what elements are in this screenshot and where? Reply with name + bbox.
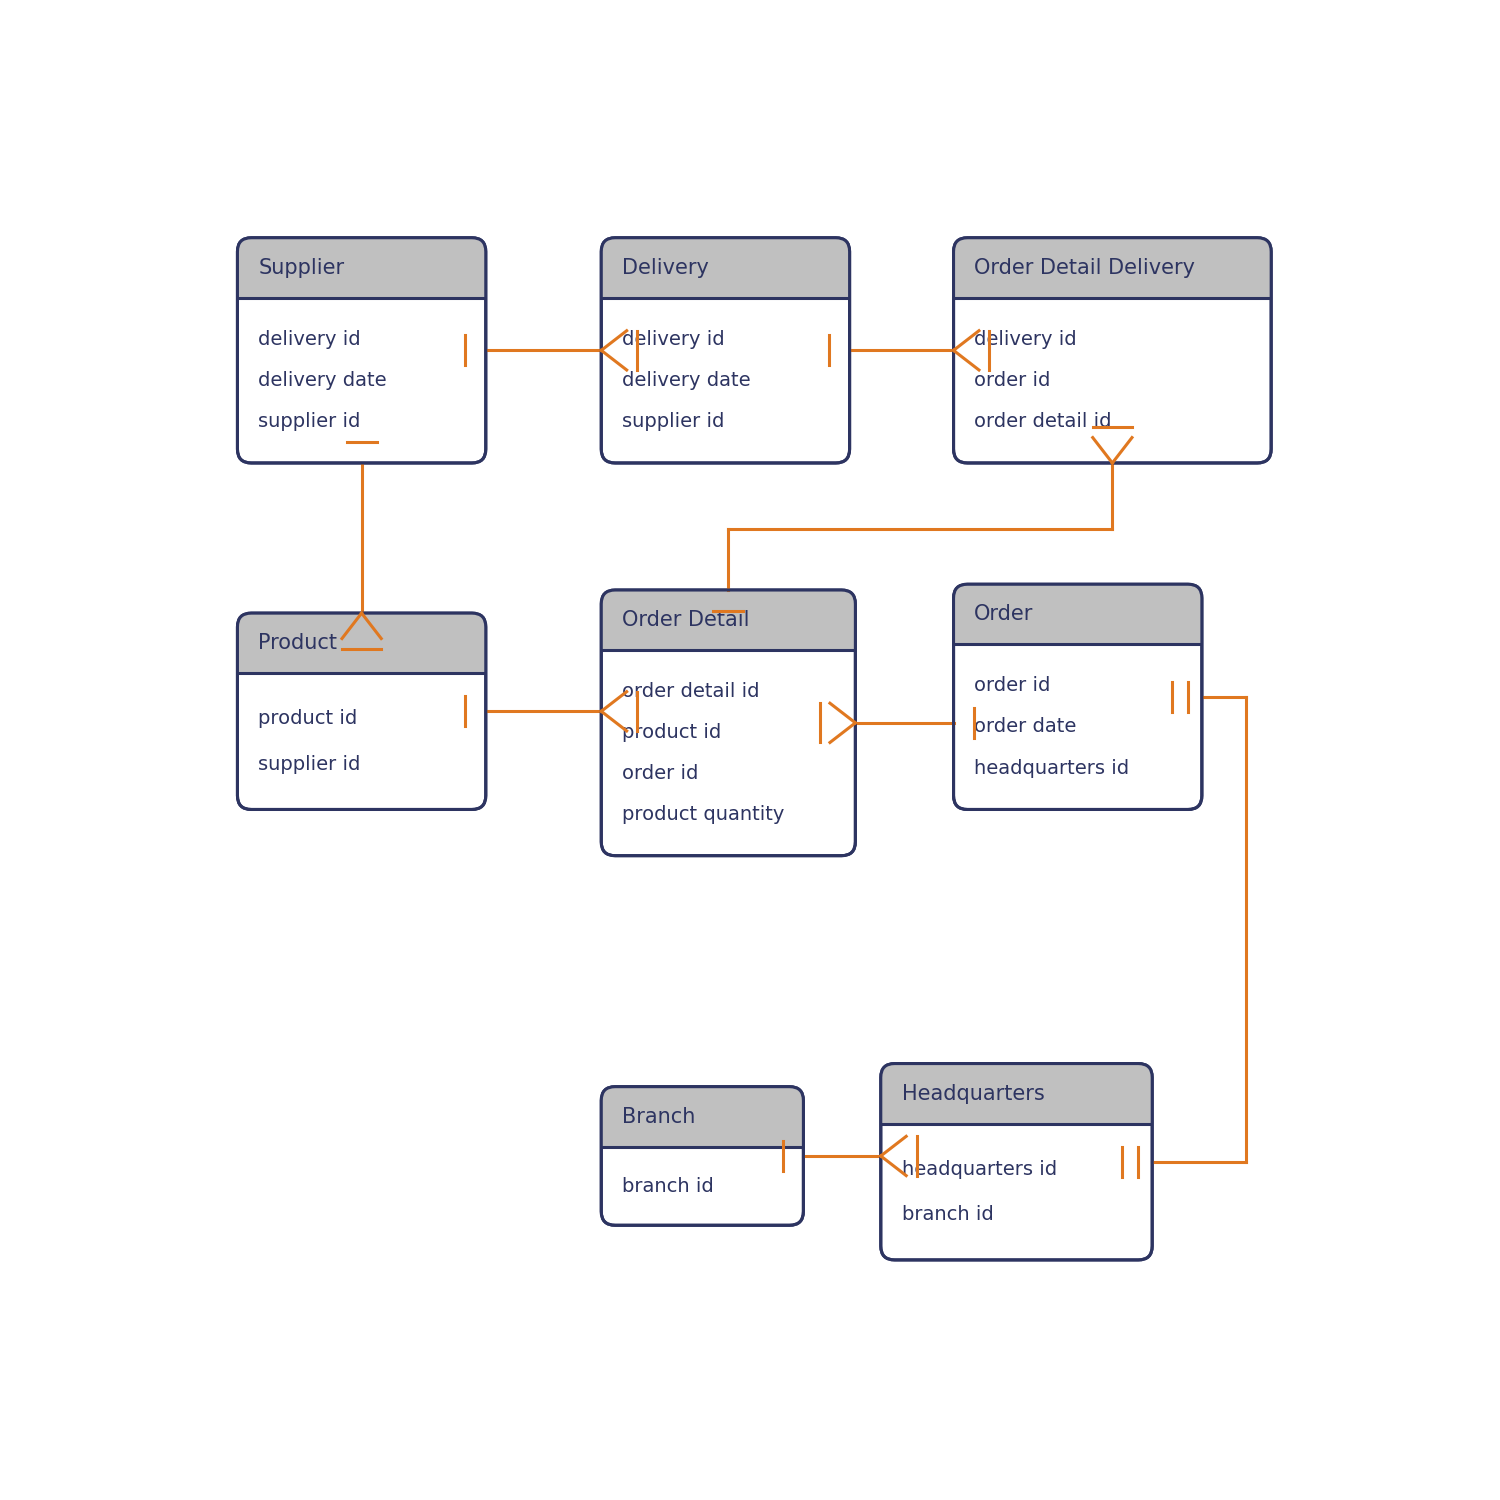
FancyBboxPatch shape <box>602 237 849 464</box>
Text: order date: order date <box>975 717 1077 736</box>
FancyBboxPatch shape <box>954 585 1202 810</box>
Bar <box>880 1094 1152 1124</box>
FancyBboxPatch shape <box>602 1086 804 1146</box>
Text: Supplier: Supplier <box>258 258 345 278</box>
Text: branch id: branch id <box>902 1204 993 1224</box>
Bar <box>954 615 1202 645</box>
Text: order id: order id <box>622 764 699 783</box>
Text: delivery id: delivery id <box>975 330 1077 348</box>
Bar <box>602 620 855 650</box>
FancyBboxPatch shape <box>880 1064 1152 1260</box>
FancyBboxPatch shape <box>237 237 486 464</box>
Text: headquarters id: headquarters id <box>975 759 1130 777</box>
Text: supplier id: supplier id <box>258 413 360 430</box>
Text: delivery date: delivery date <box>258 370 387 390</box>
Text: Headquarters: Headquarters <box>902 1083 1044 1104</box>
Text: Delivery: Delivery <box>622 258 710 278</box>
FancyBboxPatch shape <box>237 614 486 810</box>
Text: delivery id: delivery id <box>258 330 362 348</box>
FancyBboxPatch shape <box>237 237 486 298</box>
FancyBboxPatch shape <box>954 237 1270 464</box>
FancyBboxPatch shape <box>602 590 855 650</box>
Text: branch id: branch id <box>622 1176 714 1196</box>
Text: product id: product id <box>258 710 357 728</box>
Bar <box>954 268 1270 298</box>
Text: delivery id: delivery id <box>622 330 724 348</box>
FancyBboxPatch shape <box>880 1064 1152 1124</box>
FancyBboxPatch shape <box>237 614 486 674</box>
Bar <box>602 1116 804 1146</box>
Bar <box>602 268 849 298</box>
FancyBboxPatch shape <box>602 590 855 855</box>
Text: Order Detail: Order Detail <box>622 610 750 630</box>
Text: product id: product id <box>622 723 722 742</box>
FancyBboxPatch shape <box>954 584 1202 645</box>
Text: order id: order id <box>975 370 1050 390</box>
FancyBboxPatch shape <box>602 237 849 298</box>
Text: Order Detail Delivery: Order Detail Delivery <box>975 258 1196 278</box>
Bar <box>237 268 486 298</box>
Text: supplier id: supplier id <box>622 413 724 430</box>
Text: product quantity: product quantity <box>622 806 784 824</box>
Text: order detail id: order detail id <box>622 681 759 700</box>
Text: supplier id: supplier id <box>258 754 360 774</box>
Bar <box>237 644 486 674</box>
Text: delivery date: delivery date <box>622 370 750 390</box>
Text: Branch: Branch <box>622 1107 696 1126</box>
Text: Order: Order <box>975 604 1034 624</box>
Text: order id: order id <box>975 676 1050 694</box>
Text: order detail id: order detail id <box>975 413 1112 430</box>
FancyBboxPatch shape <box>602 1086 804 1226</box>
Text: headquarters id: headquarters id <box>902 1160 1056 1179</box>
Text: Product: Product <box>258 633 338 652</box>
FancyBboxPatch shape <box>954 237 1270 298</box>
